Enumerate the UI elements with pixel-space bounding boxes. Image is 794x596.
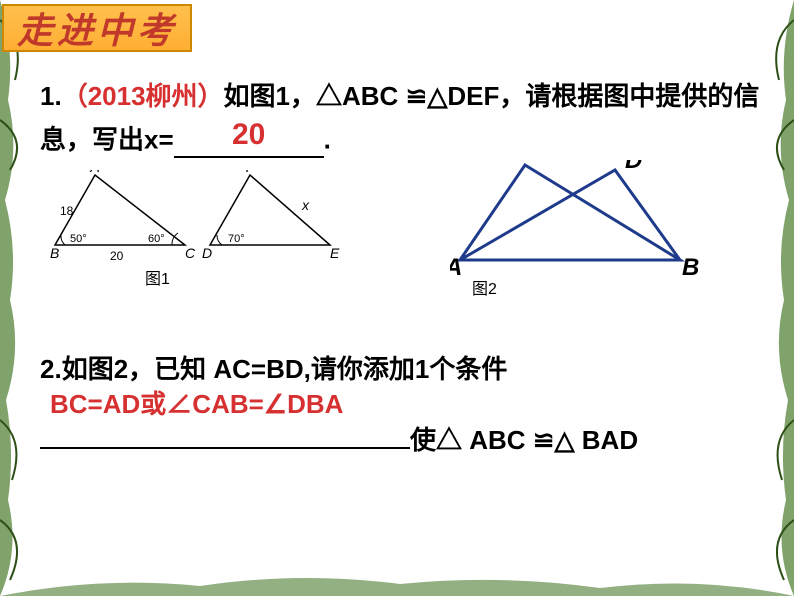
problem2-answer: BC=AD或∠CAB=∠DBA [50, 384, 343, 421]
problem2-text2: 使△ ABC ≌△ BAD [410, 425, 638, 455]
problem2-number: 2. [40, 354, 62, 384]
svg-text:A: A [89, 170, 99, 175]
figure2-label: 图2 [472, 275, 497, 299]
figure1-label: 图1 [145, 265, 170, 289]
problem1-number: 1. [40, 81, 62, 111]
problem1: 1.（2013柳州）如图1，△ABC ≌△DEF，请根据图中提供的信息，写出x=… [40, 78, 760, 158]
svg-text:60°: 60° [148, 233, 165, 245]
decoration-left [0, 0, 30, 596]
svg-text:D: D [625, 160, 642, 174]
figure2-svg: C D A B [450, 160, 710, 280]
svg-text:70°: 70° [228, 233, 245, 245]
svg-text:E: E [330, 245, 340, 261]
svg-text:20: 20 [110, 249, 124, 263]
problem1-answer: 20 [232, 118, 265, 151]
svg-text:A: A [450, 254, 462, 280]
decoration-right [764, 0, 794, 596]
problem1-source: （2013柳州） [62, 81, 224, 111]
svg-text:C: C [516, 160, 534, 166]
svg-text:50°: 50° [70, 233, 87, 245]
figure1-svg: A B C 18 50° 60° 20 F D E 70° x [50, 170, 350, 280]
svg-text:C: C [185, 245, 196, 261]
problem2-text1: 如图2，已知 AC=BD,请你添加1个条件 [62, 354, 508, 384]
svg-text:F: F [246, 170, 256, 175]
svg-text:x: x [301, 197, 310, 213]
title-text: 走进中考 [17, 2, 177, 54]
title-bar: 走进中考 [2, 4, 192, 52]
decoration-bottom [0, 566, 794, 596]
svg-text:B: B [682, 254, 699, 280]
svg-text:B: B [50, 245, 59, 261]
svg-text:D: D [202, 245, 212, 261]
svg-text:18: 18 [60, 204, 74, 218]
problem1-period: . [324, 125, 331, 155]
problem2-blank: 使△ ABC ≌△ BAD [40, 420, 638, 457]
